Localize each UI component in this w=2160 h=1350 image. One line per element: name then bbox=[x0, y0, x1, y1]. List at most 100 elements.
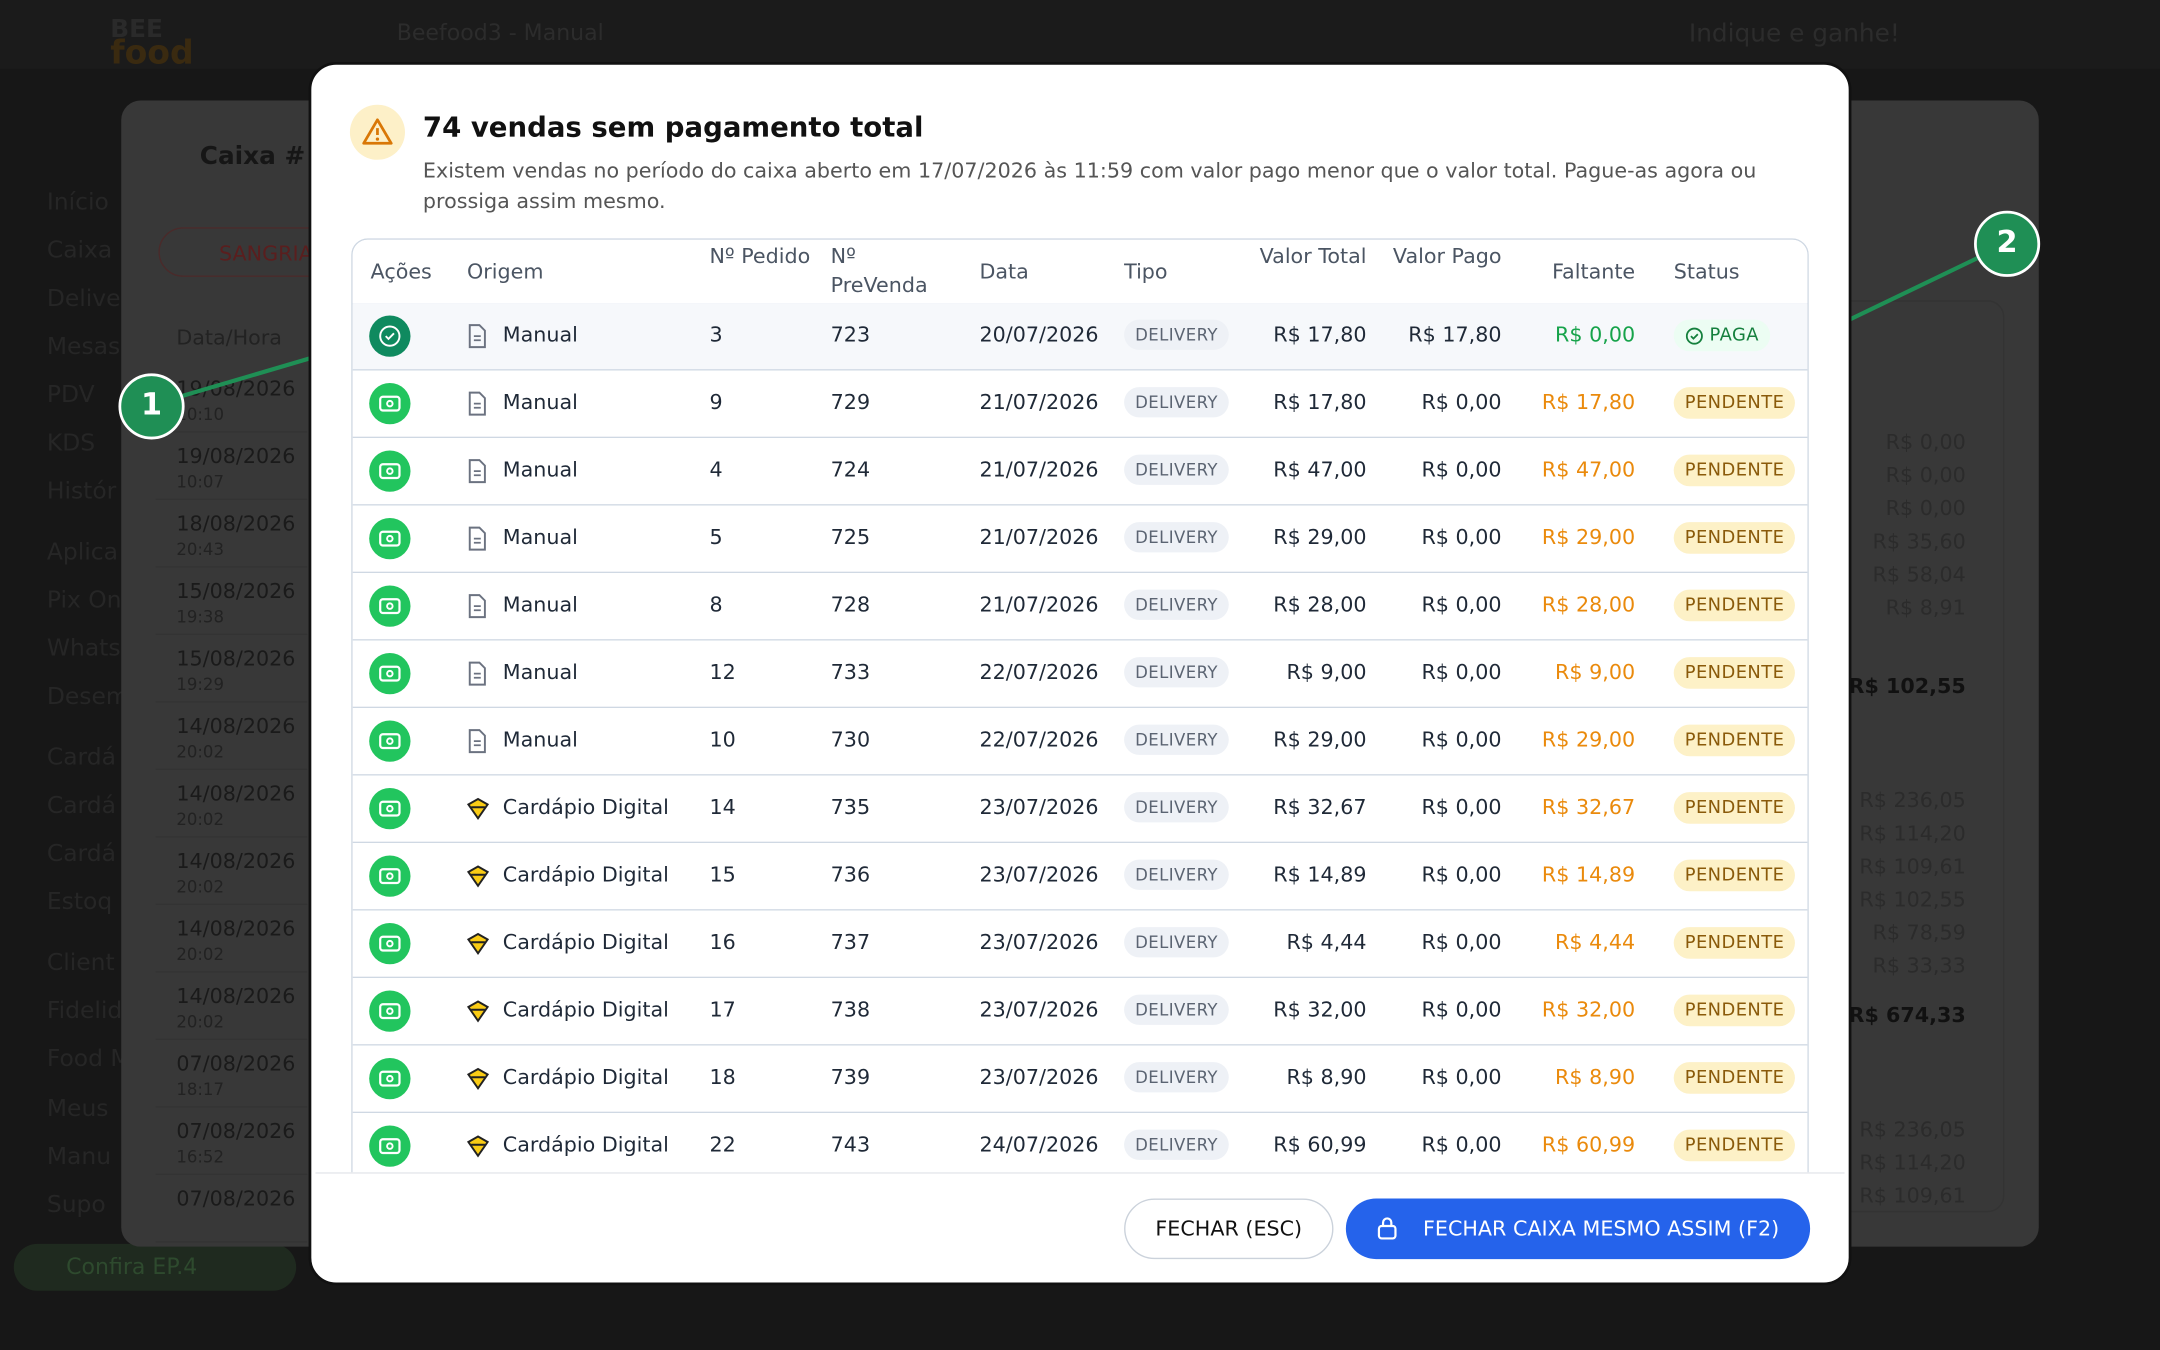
status-pill: PENDENTE bbox=[1673, 522, 1796, 554]
total-value: R$ 17,80 bbox=[1273, 389, 1367, 415]
logo-top: BEE bbox=[110, 15, 163, 45]
date: 23/07/2026 bbox=[979, 794, 1099, 820]
origin: Manual bbox=[502, 389, 578, 415]
pay-action-button[interactable] bbox=[369, 517, 411, 560]
status-pill: PENDENTE bbox=[1673, 792, 1796, 824]
origin-icon bbox=[466, 729, 491, 754]
table-row bbox=[352, 573, 1808, 641]
type-pill: DELIVERY bbox=[1124, 589, 1229, 620]
logo-bottom: food bbox=[110, 33, 194, 72]
missing-value: R$ 47,00 bbox=[1541, 457, 1636, 483]
missing-value: R$ 32,00 bbox=[1541, 997, 1636, 1023]
time-cell: 20:02 bbox=[176, 944, 224, 965]
row-divider bbox=[155, 701, 308, 703]
paid-value: R$ 0,00 bbox=[1421, 862, 1502, 888]
missing-value: R$ 17,80 bbox=[1541, 389, 1636, 415]
sidebar-item: Estoq bbox=[46, 888, 113, 917]
origin: Manual bbox=[502, 457, 578, 483]
origin: Cardápio Digital bbox=[502, 929, 669, 955]
date: 21/07/2026 bbox=[979, 389, 1099, 415]
pay-action-button[interactable] bbox=[369, 1057, 411, 1100]
order-number: 14 bbox=[709, 794, 736, 820]
amount: R$ 236,05 bbox=[1859, 1117, 1966, 1142]
order-number: 8 bbox=[709, 592, 723, 618]
origin-icon bbox=[466, 864, 491, 889]
pay-action-button[interactable] bbox=[369, 450, 411, 492]
pay-action-button[interactable] bbox=[369, 787, 411, 830]
row-divider bbox=[155, 836, 308, 838]
row-divider bbox=[155, 1038, 308, 1041]
paid-value: R$ 17,80 bbox=[1408, 322, 1502, 348]
time-cell: 16:52 bbox=[176, 1147, 224, 1167]
pay-action-button[interactable] bbox=[369, 855, 411, 897]
paid-value: R$ 0,00 bbox=[1421, 794, 1502, 820]
pay-action-button[interactable] bbox=[369, 720, 411, 762]
status-pill: PENDENTE bbox=[1673, 454, 1796, 487]
order-number: 18 bbox=[709, 1064, 736, 1090]
table-row bbox=[352, 640, 1808, 709]
table-row bbox=[352, 775, 1808, 844]
pay-action-button[interactable] bbox=[369, 990, 411, 1032]
order-number: 12 bbox=[709, 659, 736, 685]
table-row bbox=[352, 370, 1808, 439]
column-header: Ações bbox=[370, 258, 432, 284]
sidebar-item: Supo bbox=[46, 1191, 106, 1220]
table-row bbox=[352, 505, 1808, 574]
presale-number: 724 bbox=[830, 457, 871, 483]
confirm-button[interactable]: FECHAR CAIXA MESMO ASSIM (F2) bbox=[1345, 1198, 1811, 1260]
sidebar-item: KDS bbox=[46, 429, 96, 458]
amount: R$ 114,20 bbox=[1859, 1150, 1966, 1176]
amount: R$ 35,60 bbox=[1872, 528, 1966, 554]
order-number: 9 bbox=[709, 389, 723, 415]
paid-action-button[interactable] bbox=[369, 315, 411, 357]
total-value: R$ 29,00 bbox=[1273, 727, 1367, 753]
paid-value: R$ 0,00 bbox=[1421, 1132, 1502, 1158]
missing-value: R$ 4,44 bbox=[1555, 929, 1636, 955]
pay-action-button[interactable] bbox=[369, 382, 411, 425]
column-header: Valor Pago bbox=[1392, 243, 1502, 269]
origin-icon bbox=[466, 999, 491, 1024]
column-header: Tipo bbox=[1124, 258, 1168, 284]
confirm-label: FECHAR CAIXA MESMO ASSIM (F2) bbox=[1423, 1216, 1780, 1242]
origin: Cardápio Digital bbox=[502, 1064, 669, 1090]
date-cell: 07/08/2026 bbox=[176, 1051, 296, 1076]
order-number: 5 bbox=[709, 524, 723, 550]
sidebar-item: Food M bbox=[46, 1045, 131, 1074]
total-value: R$ 60,99 bbox=[1273, 1132, 1367, 1158]
paid-value: R$ 0,00 bbox=[1421, 592, 1502, 618]
dialog-footer: FECHAR (ESC) FECHAR CAIXA MESMO ASSIM (F… bbox=[315, 1172, 1845, 1279]
origin-icon bbox=[466, 931, 491, 956]
close-button[interactable]: FECHAR (ESC) bbox=[1124, 1198, 1334, 1260]
presale-number: 733 bbox=[830, 659, 871, 685]
origin: Manual bbox=[502, 322, 578, 348]
pay-action-button[interactable] bbox=[369, 1125, 411, 1167]
presale-number: 728 bbox=[830, 592, 871, 618]
status-pill: PENDENTE bbox=[1673, 927, 1796, 959]
origin-icon bbox=[466, 526, 491, 551]
column-header: Nº Pedido bbox=[709, 243, 811, 269]
total-value: R$ 32,67 bbox=[1273, 794, 1367, 820]
type-pill: DELIVERY bbox=[1124, 1062, 1229, 1093]
pay-action-button[interactable] bbox=[369, 652, 411, 695]
row-divider bbox=[155, 633, 308, 636]
amount: R$ 0,00 bbox=[1885, 495, 1966, 521]
status-pill: PENDENTE bbox=[1673, 1062, 1796, 1094]
origin: Manual bbox=[502, 524, 578, 550]
total-value: R$ 47,00 bbox=[1273, 457, 1367, 483]
pay-action-button[interactable] bbox=[369, 922, 411, 965]
pay-action-button[interactable] bbox=[369, 585, 411, 627]
total-value: R$ 32,00 bbox=[1273, 997, 1367, 1023]
origin: Manual bbox=[502, 727, 578, 753]
status-pill: PENDENTE bbox=[1673, 859, 1796, 892]
amount: R$ 102,55 bbox=[1848, 673, 1966, 699]
presale-number: 736 bbox=[830, 862, 871, 888]
date-cell: 14/08/2026 bbox=[176, 916, 296, 941]
amount: R$ 109,61 bbox=[1859, 854, 1966, 879]
table-row bbox=[352, 1045, 1808, 1114]
time-cell: 10:10 bbox=[176, 404, 224, 425]
order-number: 10 bbox=[709, 727, 736, 753]
type-pill: DELIVERY bbox=[1124, 387, 1229, 418]
paid-value: R$ 0,00 bbox=[1421, 524, 1502, 550]
origin: Cardápio Digital bbox=[502, 997, 669, 1023]
sidebar-item: Cardá bbox=[46, 743, 116, 772]
